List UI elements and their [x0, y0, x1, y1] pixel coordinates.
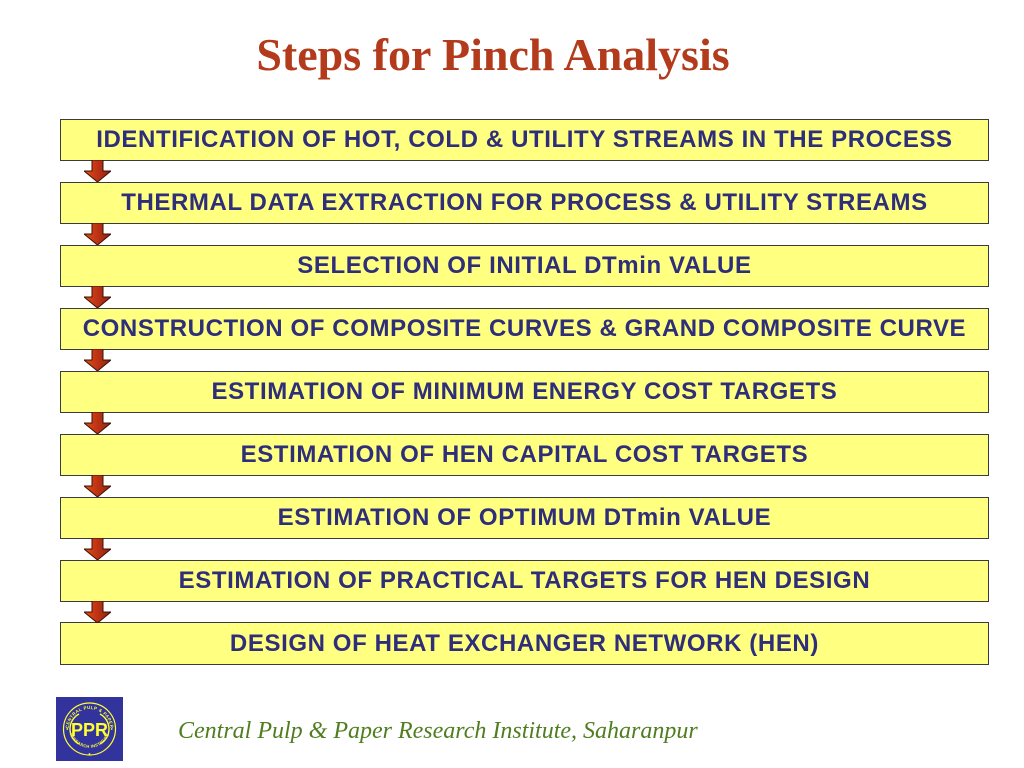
svg-text:PPR: PPR [71, 720, 108, 740]
